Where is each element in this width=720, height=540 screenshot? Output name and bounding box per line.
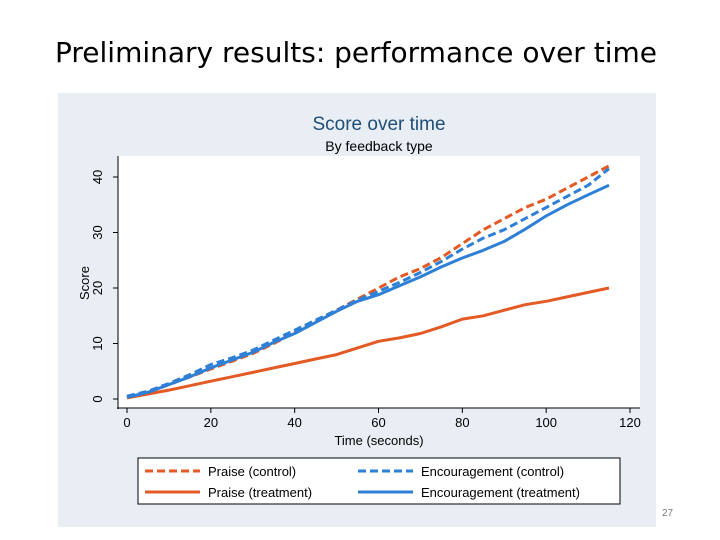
legend-box <box>137 457 621 505</box>
line-chart: Score over time By feedback type Time (s… <box>77 114 641 505</box>
legend-label: Praise (control) <box>208 464 296 479</box>
series-line-4 <box>126 183 610 399</box>
legend-label: Praise (treatment) <box>208 485 312 500</box>
x-tick-label: 40 <box>287 415 301 430</box>
series-line-2 <box>126 167 610 398</box>
x-tick-label: 60 <box>371 415 385 430</box>
legend-label: Encouragement (control) <box>421 464 564 479</box>
x-tick-label: 120 <box>619 415 641 430</box>
y-axis-label: Score <box>77 266 92 300</box>
legend-label: Encouragement (treatment) <box>421 485 580 500</box>
series-line-3 <box>126 286 610 400</box>
y-tick-label: 0 <box>90 395 105 402</box>
x-tick-label: 0 <box>123 415 130 430</box>
axes: 0 20 40 60 80 100 120 0 10 20 30 40 <box>90 156 641 430</box>
legend: Praise (control) Encouragement (control) P… <box>137 457 621 505</box>
x-tick-label: 80 <box>455 415 469 430</box>
y-tick-label: 40 <box>90 170 105 184</box>
chart-title: Score over time <box>312 114 445 135</box>
x-axis-label: Time (seconds) <box>334 433 423 448</box>
y-tick-label: 30 <box>90 225 105 239</box>
y-tick-label: 20 <box>90 281 105 295</box>
chart-panel: Score over time By feedback type Time (s… <box>58 93 656 527</box>
series-layer <box>126 164 610 400</box>
y-tick-label: 10 <box>90 336 105 350</box>
x-tick-label: 20 <box>204 415 218 430</box>
slide-title: Preliminary results: performance over ti… <box>55 36 657 69</box>
x-tick-label: 100 <box>535 415 557 430</box>
chart-subtitle: By feedback type <box>325 138 433 154</box>
page-number: 27 <box>662 508 674 519</box>
